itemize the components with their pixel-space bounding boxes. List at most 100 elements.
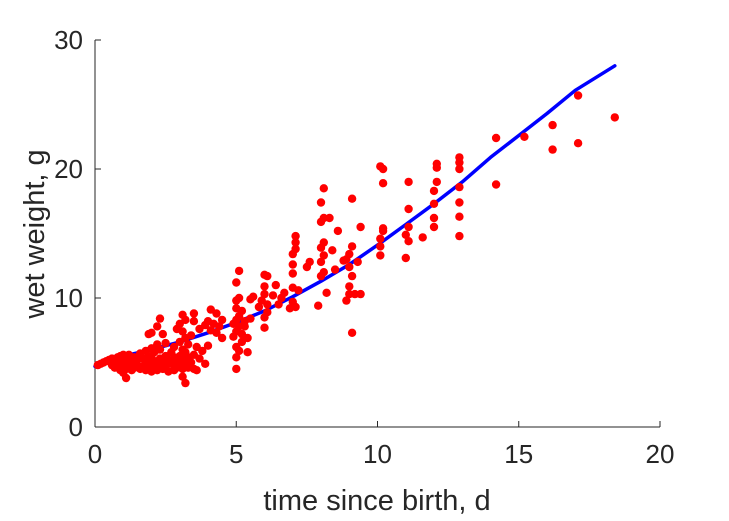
data-point: [184, 340, 193, 349]
data-point: [455, 231, 464, 241]
data-point: [260, 282, 269, 291]
data-point: [274, 300, 283, 309]
data-point: [333, 226, 343, 236]
y-tick-label: 0: [69, 412, 83, 442]
data-point: [243, 348, 252, 357]
data-point: [319, 251, 328, 260]
data-point: [147, 328, 156, 337]
data-point: [429, 222, 439, 232]
data-point: [376, 251, 385, 260]
data-point: [401, 230, 410, 239]
data-point: [429, 199, 439, 208]
data-point: [263, 271, 272, 281]
data-point: [291, 302, 300, 312]
data-point: [291, 238, 300, 247]
data-point: [158, 329, 167, 339]
data-point: [201, 359, 210, 368]
data-point: [263, 308, 272, 317]
data-point: [189, 309, 199, 318]
data-point: [271, 280, 280, 290]
data-point: [432, 159, 441, 168]
data-point: [232, 278, 241, 287]
data-point: [330, 265, 340, 274]
data-point: [291, 231, 300, 241]
data-point: [325, 213, 334, 223]
data-point: [429, 213, 439, 223]
data-point: [189, 317, 199, 326]
data-point: [181, 378, 190, 388]
data-point: [212, 309, 221, 318]
data-point: [217, 315, 227, 325]
data-point: [356, 289, 365, 299]
data-point: [246, 314, 255, 323]
x-tick-label: 0: [88, 439, 102, 469]
data-point: [203, 341, 213, 350]
data-point: [353, 257, 362, 267]
data-point: [234, 266, 244, 276]
data-point: [314, 301, 323, 310]
data-point: [319, 238, 328, 247]
x-tick-label: 15: [504, 439, 533, 469]
data-point: [342, 296, 351, 305]
data-point: [260, 289, 269, 299]
data-point: [356, 222, 365, 232]
data-point: [260, 323, 269, 332]
data-point: [161, 338, 170, 348]
data-point: [288, 269, 297, 278]
x-tick-label: 20: [646, 439, 675, 469]
data-point: [217, 333, 227, 343]
data-point: [548, 145, 557, 154]
y-tick-label: 30: [54, 25, 83, 55]
data-point: [280, 288, 289, 297]
data-point: [192, 366, 201, 375]
data-point: [455, 153, 464, 162]
fit-line: [93, 64, 617, 369]
data-point: [418, 233, 427, 242]
data-point: [404, 177, 413, 187]
data-point: [232, 353, 241, 362]
data-point: [215, 322, 224, 331]
data-point: [181, 315, 190, 325]
x-axis-ticks: 0 5 10 15 20: [88, 421, 675, 469]
data-point: [455, 164, 464, 174]
data-point: [455, 212, 464, 221]
plot-area: [93, 64, 619, 388]
data-point: [316, 198, 326, 207]
data-point: [249, 292, 258, 301]
data-point: [178, 372, 187, 381]
data-point: [345, 282, 354, 291]
data-point: [198, 346, 207, 356]
data-point: [455, 198, 464, 207]
data-point: [234, 346, 244, 356]
y-axis-label: wet weight, g: [19, 149, 51, 319]
data-point: [232, 364, 241, 374]
data-point: [254, 302, 264, 312]
data-point: [345, 249, 354, 259]
data-point: [186, 358, 196, 367]
data-point: [328, 246, 337, 255]
data-point: [153, 322, 162, 331]
data-point: [573, 139, 583, 148]
data-point: [305, 257, 314, 267]
data-point: [432, 177, 441, 187]
data-point: [322, 288, 331, 297]
data-point: [178, 327, 187, 336]
data-point: [378, 224, 388, 233]
data-point: [268, 291, 278, 300]
data-point: [491, 180, 501, 189]
data-point: [319, 184, 328, 193]
data-point: [319, 268, 328, 277]
data-point: [520, 132, 529, 141]
data-point: [404, 237, 413, 246]
data-point: [243, 333, 252, 343]
data-point: [169, 342, 179, 352]
data-point: [155, 314, 165, 323]
data-point: [263, 300, 272, 309]
data-point: [376, 242, 385, 251]
data-point: [347, 194, 357, 203]
data-point: [212, 328, 221, 337]
data-point: [610, 113, 619, 122]
data-point: [401, 253, 410, 263]
data-point: [345, 262, 354, 272]
